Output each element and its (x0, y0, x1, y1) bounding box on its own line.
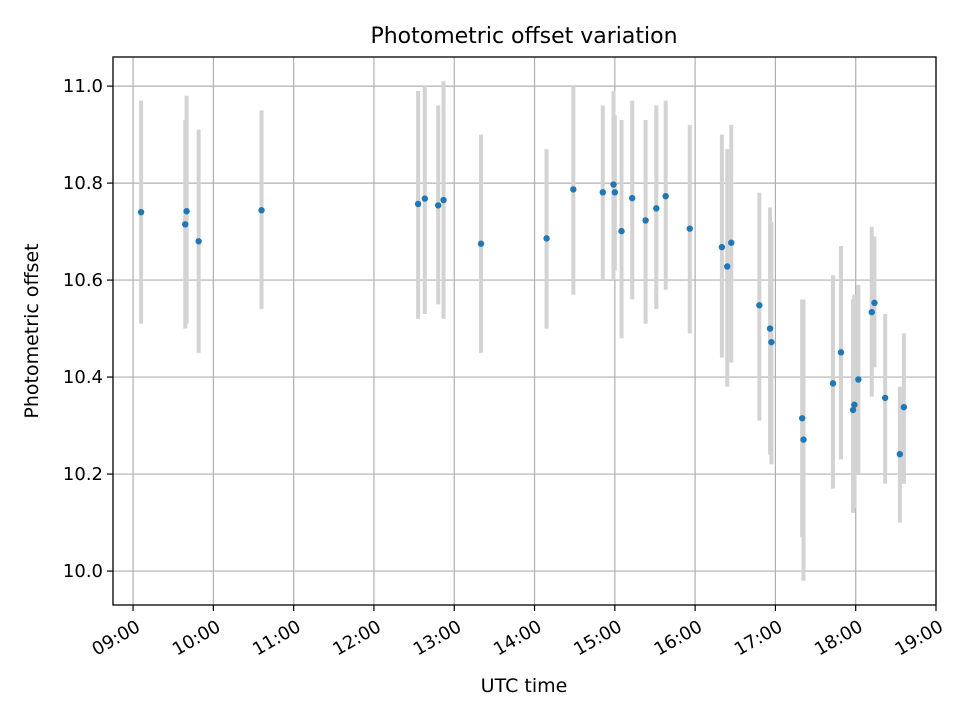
x-tick-label: 14:00 (490, 616, 545, 660)
x-tick-label: 11:00 (249, 616, 304, 660)
data-point (800, 436, 807, 443)
data-point (629, 194, 636, 202)
data-point (724, 263, 731, 270)
data-point (868, 308, 875, 316)
data-point (183, 208, 190, 215)
x-tick-label: 15:00 (570, 616, 625, 660)
y-tick-label: 10.4 (63, 367, 103, 388)
data-point (686, 225, 693, 232)
data-point (849, 406, 857, 414)
data-point (829, 380, 837, 387)
data-point (421, 195, 429, 202)
data-point (610, 181, 617, 188)
data-points (137, 181, 908, 458)
data-point (653, 205, 660, 212)
data-point (611, 189, 619, 196)
data-point (756, 302, 763, 309)
y-tick-label: 11.0 (63, 76, 103, 97)
data-point (414, 200, 422, 208)
data-point (837, 349, 845, 356)
x-tick-label: 16:00 (651, 616, 706, 660)
data-point (570, 186, 577, 193)
data-point (798, 415, 806, 422)
y-tick-label: 10.6 (63, 270, 103, 291)
data-point (543, 235, 550, 242)
plot-frame (112, 56, 937, 606)
data-point (851, 401, 858, 408)
x-tick-label: 12:00 (329, 616, 384, 660)
y-tick-label: 10.2 (63, 464, 103, 485)
x-axis-label: UTC time (481, 675, 568, 697)
data-point (900, 403, 908, 411)
data-point (662, 192, 669, 200)
data-point (855, 376, 862, 383)
data-point (871, 299, 878, 307)
data-point (434, 202, 442, 209)
y-tick-label: 10.0 (63, 561, 103, 582)
data-point (477, 240, 485, 247)
data-point (618, 227, 625, 235)
data-point (728, 239, 735, 246)
data-point (195, 238, 202, 245)
y-axis: 10.0 10.2 10.4 10.6 10.8 11.0 (63, 76, 113, 582)
data-point (258, 207, 265, 214)
data-point (768, 338, 775, 346)
x-tick-label: 13:00 (410, 616, 465, 660)
x-tick-label: 10:00 (169, 616, 224, 660)
x-tick-label: 17:00 (731, 616, 786, 660)
x-tick-label: 18:00 (811, 616, 866, 660)
data-point (440, 196, 447, 204)
y-tick-label: 10.8 (63, 173, 103, 194)
grid (113, 57, 937, 605)
data-point (137, 208, 145, 216)
error-bars (139, 81, 906, 581)
data-point (642, 217, 649, 224)
chart-title: Photometric offset variation (370, 24, 677, 49)
x-axis: 09:00 10:00 11:00 12:00 13:00 14:00 15:00 16:00… (89, 605, 947, 660)
data-point (718, 243, 726, 251)
y-axis-label: Photometric offset (21, 243, 43, 418)
data-point (182, 221, 189, 228)
data-point (766, 325, 774, 332)
x-tick-label: 09:00 (89, 616, 144, 660)
data-point (881, 394, 889, 402)
data-point (599, 189, 606, 196)
x-tick-label: 19:00 (891, 616, 946, 660)
data-point (896, 450, 904, 458)
